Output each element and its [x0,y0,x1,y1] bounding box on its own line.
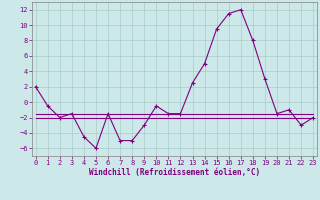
X-axis label: Windchill (Refroidissement éolien,°C): Windchill (Refroidissement éolien,°C) [89,168,260,177]
